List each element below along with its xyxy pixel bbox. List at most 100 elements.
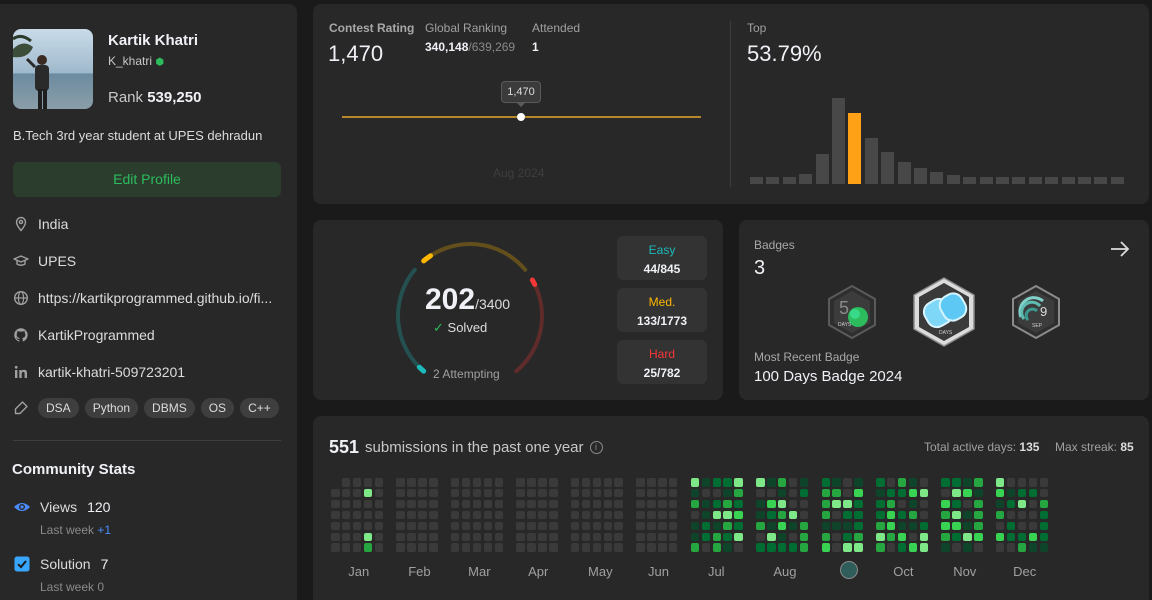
day-cell[interactable]: [352, 532, 362, 541]
day-cell[interactable]: [363, 543, 373, 552]
day-cell[interactable]: [756, 521, 765, 531]
day-cell[interactable]: [908, 510, 918, 520]
day-cell[interactable]: [668, 510, 678, 520]
day-cell[interactable]: [1006, 488, 1016, 498]
day-cell[interactable]: [886, 521, 896, 531]
day-cell[interactable]: [767, 543, 776, 552]
histogram-bar[interactable]: [1110, 177, 1124, 184]
day-cell[interactable]: [429, 499, 438, 509]
day-cell[interactable]: [396, 488, 405, 498]
day-cell[interactable]: [418, 543, 427, 552]
day-cell[interactable]: [374, 543, 384, 552]
day-cell[interactable]: [777, 521, 787, 531]
badge-50-days[interactable]: 5 DAYS: [825, 284, 879, 340]
day-cell[interactable]: [734, 478, 743, 487]
day-cell[interactable]: [592, 478, 602, 487]
day-cell[interactable]: [352, 521, 362, 531]
day-cell[interactable]: [821, 478, 830, 487]
histogram-bar[interactable]: [996, 177, 1009, 184]
day-cell[interactable]: [690, 521, 700, 531]
day-cell[interactable]: [723, 521, 732, 531]
day-cell[interactable]: [374, 521, 384, 531]
day-cell[interactable]: [799, 532, 809, 541]
skill-tag[interactable]: DSA: [38, 398, 79, 418]
day-cell[interactable]: [592, 488, 602, 498]
day-cell[interactable]: [952, 532, 961, 541]
day-cell[interactable]: [723, 543, 732, 552]
day-cell[interactable]: [658, 499, 667, 509]
day-cell[interactable]: [1039, 499, 1048, 509]
histogram-bar[interactable]: [930, 172, 944, 184]
histogram-bar[interactable]: [750, 177, 763, 184]
day-cell[interactable]: [647, 488, 656, 498]
day-cell[interactable]: [1028, 543, 1038, 552]
day-cell[interactable]: [374, 499, 384, 509]
day-cell[interactable]: [843, 543, 852, 552]
day-cell[interactable]: [407, 521, 416, 531]
day-cell[interactable]: [494, 478, 503, 487]
day-cell[interactable]: [1028, 521, 1038, 531]
day-cell[interactable]: [418, 532, 427, 541]
day-cell[interactable]: [647, 478, 656, 487]
day-cell[interactable]: [799, 510, 809, 520]
day-cell[interactable]: [636, 499, 645, 509]
day-cell[interactable]: [331, 521, 340, 531]
day-cell[interactable]: [450, 521, 460, 531]
day-cell[interactable]: [897, 488, 907, 498]
day-cell[interactable]: [919, 488, 929, 498]
histogram-bar[interactable]: [815, 154, 829, 184]
day-cell[interactable]: [331, 499, 340, 509]
linkedin-link[interactable]: kartik-khatri-509723201: [38, 364, 186, 380]
day-cell[interactable]: [876, 543, 885, 552]
day-cell[interactable]: [396, 478, 405, 487]
day-cell[interactable]: [581, 478, 591, 487]
histogram-bar[interactable]: [1045, 177, 1059, 184]
day-cell[interactable]: [712, 499, 721, 509]
day-cell[interactable]: [886, 543, 896, 552]
day-cell[interactable]: [734, 510, 743, 520]
day-cell[interactable]: [647, 543, 656, 552]
day-cell[interactable]: [908, 499, 918, 509]
day-cell[interactable]: [832, 543, 841, 552]
day-cell[interactable]: [570, 478, 580, 487]
github-link[interactable]: KartikProgrammed: [38, 327, 155, 343]
day-cell[interactable]: [941, 532, 950, 541]
day-cell[interactable]: [788, 532, 798, 541]
day-cell[interactable]: [429, 543, 438, 552]
day-cell[interactable]: [832, 532, 841, 541]
day-cell[interactable]: [658, 488, 667, 498]
day-cell[interactable]: [363, 510, 373, 520]
histogram-bar[interactable]: [848, 113, 862, 184]
day-cell[interactable]: [581, 543, 591, 552]
day-cell[interactable]: [461, 532, 471, 541]
day-cell[interactable]: [723, 532, 732, 541]
day-cell[interactable]: [756, 499, 765, 509]
rating-point[interactable]: [517, 113, 525, 121]
day-cell[interactable]: [701, 478, 711, 487]
day-cell[interactable]: [974, 543, 983, 552]
day-cell[interactable]: [701, 510, 711, 520]
day-cell[interactable]: [341, 521, 351, 531]
day-cell[interactable]: [886, 532, 896, 541]
day-cell[interactable]: [712, 532, 721, 541]
day-cell[interactable]: [527, 521, 536, 531]
histogram-bar[interactable]: [914, 168, 927, 184]
day-cell[interactable]: [668, 532, 678, 541]
day-cell[interactable]: [418, 478, 427, 487]
day-cell[interactable]: [854, 499, 863, 509]
day-cell[interactable]: [1006, 521, 1016, 531]
day-cell[interactable]: [690, 478, 700, 487]
histogram-bar[interactable]: [1094, 177, 1108, 184]
day-cell[interactable]: [461, 521, 471, 531]
day-cell[interactable]: [843, 499, 852, 509]
day-cell[interactable]: [483, 532, 493, 541]
day-cell[interactable]: [549, 510, 558, 520]
arrow-right-icon[interactable]: [1109, 238, 1131, 260]
day-cell[interactable]: [876, 521, 885, 531]
linkedin-row[interactable]: kartik-khatri-509723201: [13, 362, 185, 382]
day-cell[interactable]: [941, 510, 950, 520]
day-cell[interactable]: [712, 521, 721, 531]
day-cell[interactable]: [658, 521, 667, 531]
day-cell[interactable]: [788, 478, 798, 487]
day-cell[interactable]: [570, 510, 580, 520]
